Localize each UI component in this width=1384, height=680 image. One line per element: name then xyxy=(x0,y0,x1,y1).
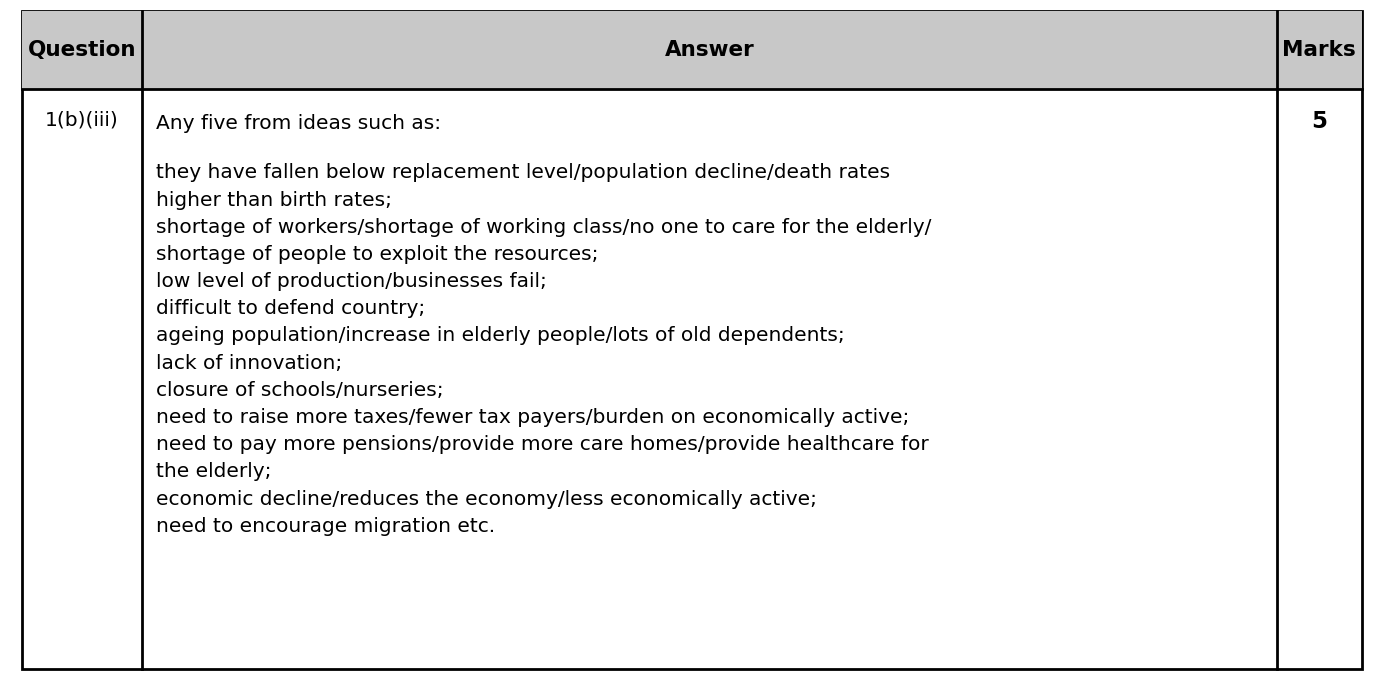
Text: Any five from ideas such as:: Any five from ideas such as: xyxy=(156,114,441,133)
Text: shortage of workers/shortage of working class/no one to care for the elderly/: shortage of workers/shortage of working … xyxy=(156,218,931,237)
Text: low level of production/businesses fail;: low level of production/businesses fail; xyxy=(156,272,547,291)
Text: shortage of people to exploit the resources;: shortage of people to exploit the resour… xyxy=(156,245,598,264)
Text: need to pay more pensions/provide more care homes/provide healthcare for: need to pay more pensions/provide more c… xyxy=(156,435,929,454)
Text: 5: 5 xyxy=(1311,110,1327,133)
Text: higher than birth rates;: higher than birth rates; xyxy=(156,190,392,209)
Text: need to encourage migration etc.: need to encourage migration etc. xyxy=(156,517,495,536)
Text: the elderly;: the elderly; xyxy=(156,462,271,481)
Text: Question: Question xyxy=(28,39,137,60)
Bar xyxy=(22,11,1362,88)
Text: Marks: Marks xyxy=(1283,39,1356,60)
Text: Answer: Answer xyxy=(664,39,754,60)
Text: need to raise more taxes/fewer tax payers/burden on economically active;: need to raise more taxes/fewer tax payer… xyxy=(156,408,909,427)
Text: 1(b)(iii): 1(b)(iii) xyxy=(46,110,119,129)
Text: they have fallen below replacement level/population decline/death rates: they have fallen below replacement level… xyxy=(156,163,890,182)
Text: economic decline/reduces the economy/less economically active;: economic decline/reduces the economy/les… xyxy=(156,490,817,509)
Text: ageing population/increase in elderly people/lots of old dependents;: ageing population/increase in elderly pe… xyxy=(156,326,844,345)
Text: difficult to defend country;: difficult to defend country; xyxy=(156,299,425,318)
Text: closure of schools/nurseries;: closure of schools/nurseries; xyxy=(156,381,443,400)
Text: lack of innovation;: lack of innovation; xyxy=(156,354,342,373)
